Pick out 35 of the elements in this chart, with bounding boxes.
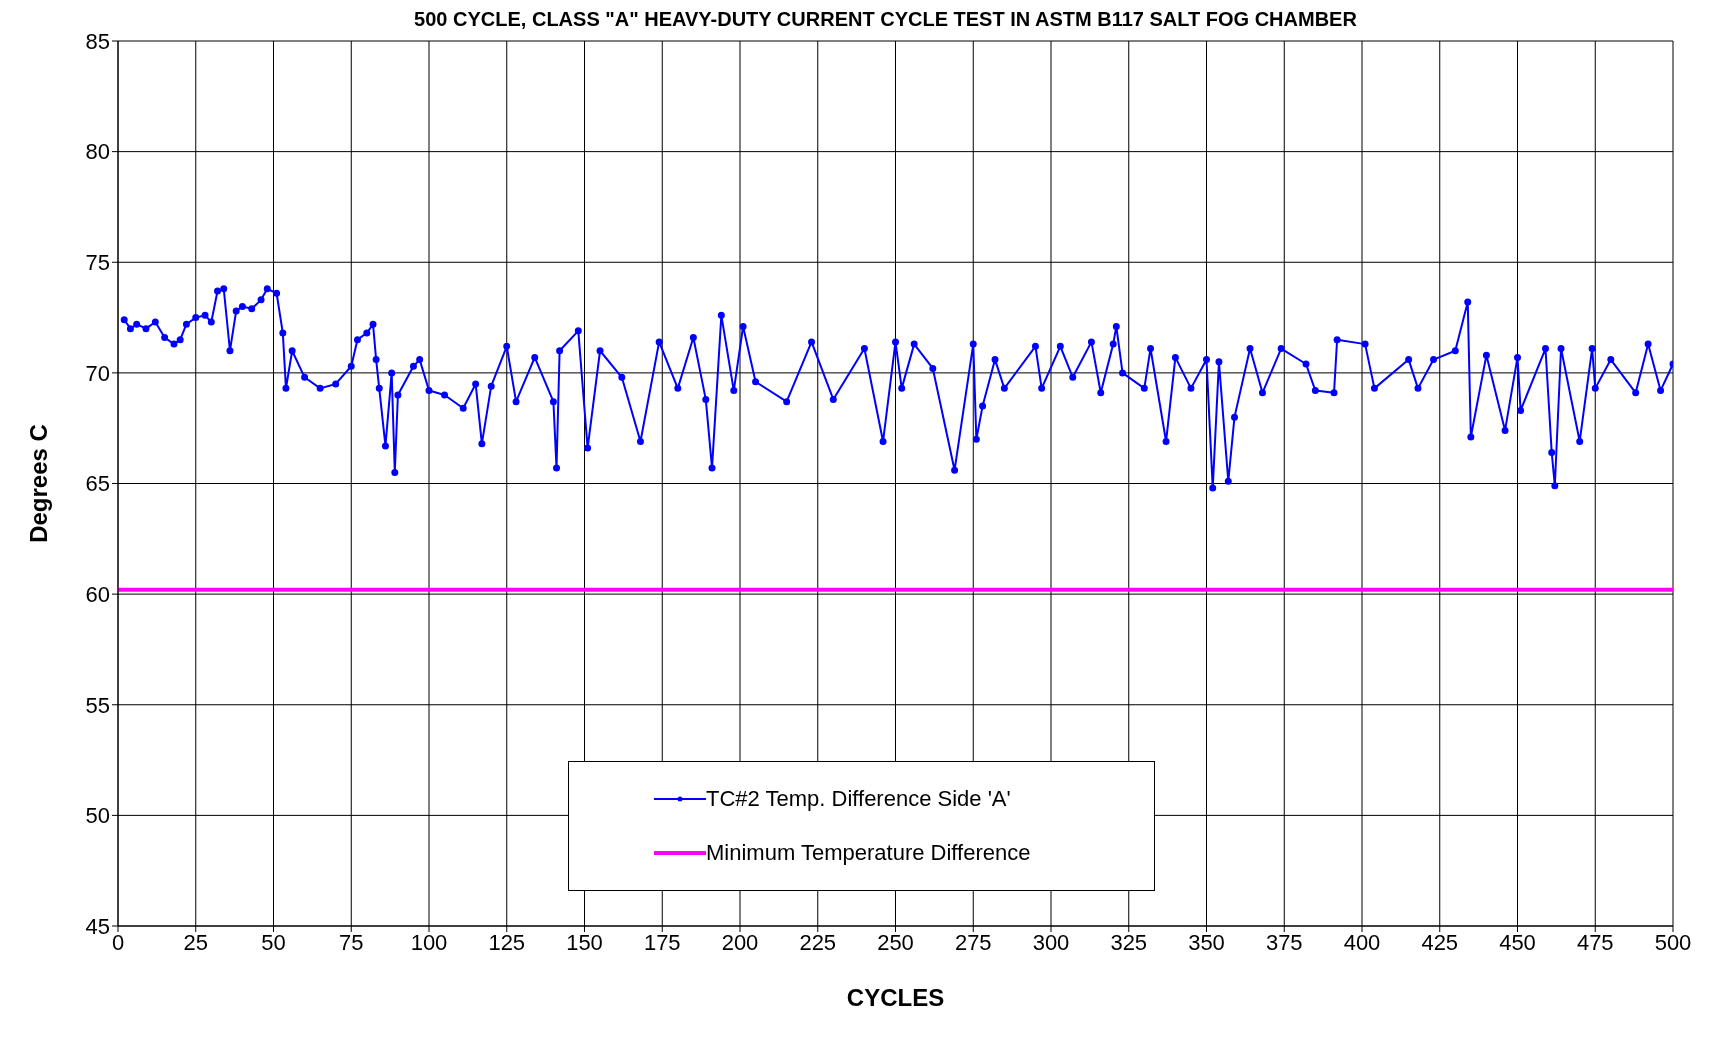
x-tick-label: 225 (799, 929, 837, 955)
y-tick-label: 75 (85, 250, 110, 276)
y-tick-label: 65 (85, 471, 110, 497)
x-tick-label: 500 (1654, 929, 1692, 955)
y-tick-label: 45 (85, 913, 110, 939)
y-axis-title: Degrees C (24, 424, 52, 543)
y-tick-label: 80 (85, 139, 110, 165)
x-tick-label: 125 (488, 929, 526, 955)
x-tick-label: 250 (877, 929, 914, 955)
y-tick-label: 50 (85, 803, 110, 829)
x-tick-label: 75 (339, 929, 364, 955)
y-tick-label: 60 (85, 581, 110, 607)
x-tick-label: 275 (954, 929, 992, 955)
legend-label: TC#2 Temp. Difference Side 'A' (706, 786, 1011, 812)
x-tick-label: 400 (1343, 929, 1381, 955)
x-tick-label: 0 (111, 929, 125, 955)
x-tick-label: 300 (1032, 929, 1070, 955)
y-tick-label: 85 (85, 28, 110, 54)
x-tick-label: 425 (1421, 929, 1459, 955)
x-tick-label: 350 (1188, 929, 1225, 955)
x-tick-label: 150 (566, 929, 603, 955)
chart-title: 500 CYCLE, CLASS "A" HEAVY-DUTY CURRENT CYCLE TEST IN ASTM B117 SALT FOG CHAMBER (414, 8, 1357, 30)
x-axis-title: CYCLES (846, 984, 945, 1011)
x-tick-label: 50 (261, 929, 286, 955)
x-tick-label: 325 (1110, 929, 1148, 955)
x-tick-label: 475 (1576, 929, 1614, 955)
x-tick-label: 25 (183, 929, 208, 955)
x-tick-label: 175 (643, 929, 681, 955)
x-tick-label: 100 (410, 929, 448, 955)
x-tick-label: 450 (1499, 929, 1536, 955)
y-tick-label: 55 (85, 692, 110, 718)
x-tick-label: 200 (721, 929, 759, 955)
x-tick-label: 375 (1265, 929, 1303, 955)
legend-label: Minimum Temperature Difference (706, 840, 1031, 866)
y-tick-label: 70 (85, 360, 110, 386)
